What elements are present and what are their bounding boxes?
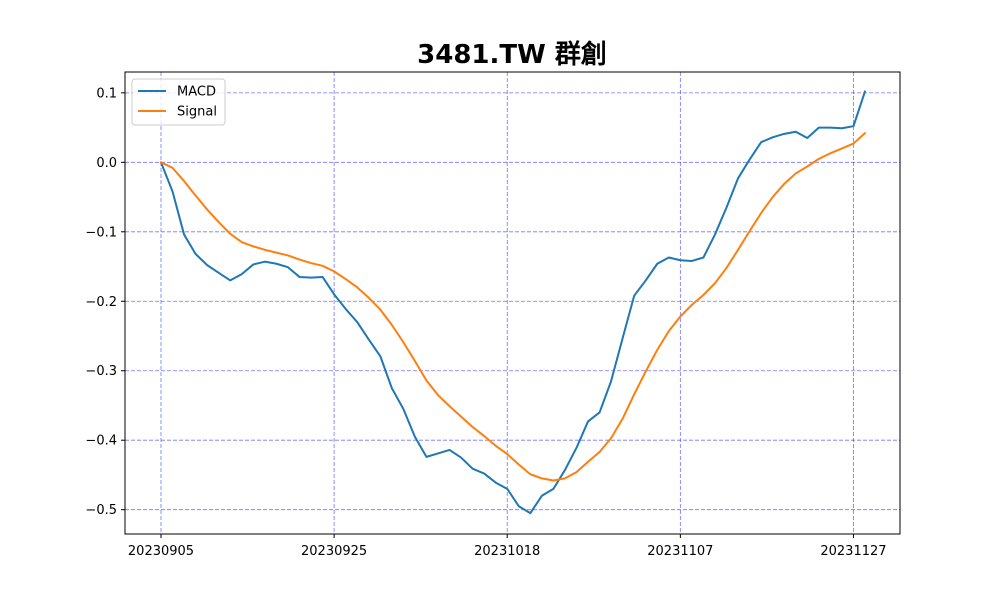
y-tick-label: −0.2 (85, 295, 117, 310)
y-tick-label: −0.1 (85, 225, 117, 240)
ticks-layer: 0.1 0.0 −0.1 −0.2 −0.3 −0.4 −0.5 20230905 202309… (85, 86, 886, 559)
y-tick-label: 0.1 (96, 86, 117, 101)
y-tick-label: 0.0 (96, 156, 117, 171)
y-tick-label: −0.5 (85, 503, 117, 518)
chart-title: 3481.TW 群創 (417, 40, 607, 70)
legend-label-macd: MACD (177, 85, 216, 100)
x-tick-label: 20231127 (820, 544, 886, 559)
x-tick-label: 20231107 (647, 544, 713, 559)
macd-series-line (160, 90, 866, 515)
y-tick-label: −0.4 (85, 434, 117, 449)
x-tick-label: 20230925 (301, 544, 367, 559)
legend: MACD Signal (131, 78, 226, 126)
series-layer (160, 90, 866, 515)
grid-layer (125, 72, 900, 534)
x-tick-label: 20230905 (128, 544, 194, 559)
plot-frame (124, 71, 901, 535)
y-tick-label: −0.3 (85, 364, 117, 379)
signal-series-line (160, 132, 866, 482)
x-tick-label: 20231018 (474, 544, 540, 559)
legend-label-signal: Signal (177, 105, 217, 120)
